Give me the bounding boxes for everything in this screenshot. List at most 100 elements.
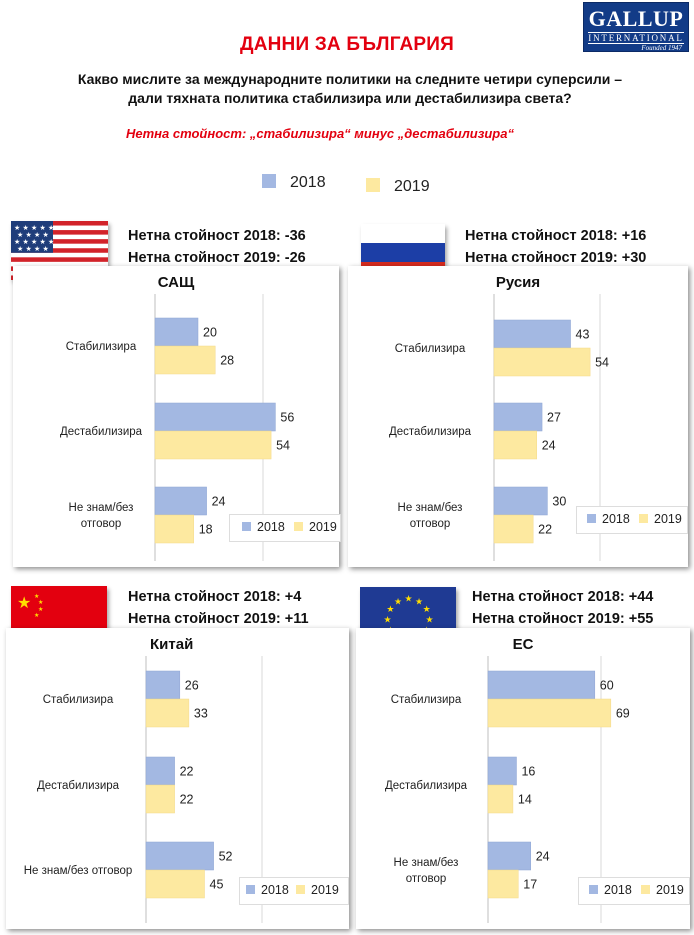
legend-item-2019: 2019: [366, 178, 430, 196]
russia-category-label-1: Дестабилизира: [389, 426, 472, 438]
china-bar-2019-0: [145, 698, 190, 728]
eu-value-label-2019-2: 17: [523, 878, 537, 892]
russia-value-label-2019-1: 24: [542, 439, 556, 453]
logo-founded-text: Founded 1947: [641, 44, 682, 52]
eu-value-label-2019-0: 69: [616, 707, 630, 721]
legend-label-2019: 2019: [394, 178, 430, 195]
eu-net-values: Нетна стойност 2018: +44 Нетна стойност …: [472, 586, 653, 630]
usa-bar-2019-0: [154, 345, 216, 375]
russia-chart-title: Русия: [495, 274, 541, 291]
eu-legend-swatch-2019: [641, 885, 650, 894]
svg-text:★: ★: [34, 612, 39, 619]
usa-value-label-2019-2: 18: [199, 523, 213, 537]
svg-text:★: ★: [38, 606, 43, 613]
russia-legend-2019: 2019: [639, 512, 682, 526]
china-value-label-2018-2: 52: [219, 850, 233, 864]
usa-legend-swatch-2019: [294, 522, 303, 531]
logo-main-text: GALLUP: [588, 6, 684, 31]
china-value-label-2019-1: 22: [180, 793, 194, 807]
eu-bar-2019-1: [487, 784, 514, 814]
eu-legend-label-2018: 2018: [604, 883, 632, 897]
usa-legend-2018: 2018: [242, 520, 285, 534]
usa-legend-swatch-2018: [242, 522, 251, 531]
eu-chart-legend: 2018 2019: [578, 877, 690, 905]
svg-text:★ ★ ★ ★ ★: ★ ★ ★ ★ ★: [14, 224, 54, 232]
usa-bar-2018-0: [154, 317, 199, 347]
china-net-values: Нетна стойност 2018: +4 Нетна стойност 2…: [128, 586, 309, 630]
usa-category-label-2: Не знам/без отговор: [69, 502, 134, 530]
legend-item-2018: 2018: [262, 174, 326, 192]
china-chart-panel: Китай Стабилизира 26 33 Дестабилизира 22 22 Не…: [6, 628, 349, 929]
eu-legend-label-2019: 2019: [656, 883, 684, 897]
russia-category-label-0: Стабилизира: [395, 343, 466, 355]
russia-value-label-2018-1: 27: [547, 411, 561, 425]
russia-net-2018: Нетна стойност 2018: +16: [465, 228, 647, 244]
russia-bar-2019-1: [493, 430, 537, 460]
eu-value-label-2019-1: 14: [518, 793, 532, 807]
svg-text:★: ★: [394, 597, 402, 607]
svg-text:★: ★: [415, 597, 423, 607]
china-chart-legend: 2018 2019: [239, 877, 349, 905]
russia-net-values: Нетна стойност 2018: +16 Нетна стойност …: [465, 225, 646, 269]
usa-chart-panel: САЩ Стабилизира 20 28 Дестабилизира 56 54 Не з…: [13, 266, 341, 567]
russia-bar-2019-2: [493, 514, 534, 544]
russia-bar-2019-0: [493, 347, 591, 377]
usa-net-values: Нетна стойност 2018: -36 Нетна стойност …: [128, 225, 306, 269]
russia-bar-2018-1: [493, 402, 543, 432]
eu-bar-2018-0: [487, 670, 596, 700]
china-bar-2019-2: [145, 869, 205, 899]
china-bar-2018-2: [145, 841, 214, 871]
usa-value-label-2018-1: 56: [280, 411, 294, 425]
eu-value-label-2018-2: 24: [536, 850, 550, 864]
usa-legend-2019: 2019: [294, 520, 337, 534]
china-legend-2019: 2019: [296, 883, 339, 897]
svg-text:★: ★: [34, 593, 39, 600]
china-legend-label-2018: 2018: [261, 883, 289, 897]
eu-legend-swatch-2018: [589, 885, 598, 894]
eu-category-label-0: Стабилизира: [391, 694, 462, 706]
russia-chart-legend: 2018 2019: [576, 506, 688, 534]
usa-bar-2019-2: [154, 514, 194, 544]
china-value-label-2018-1: 22: [180, 765, 194, 779]
china-category-label-1: Дестабилизира: [37, 780, 120, 792]
russia-value-label-2018-0: 43: [576, 328, 590, 342]
svg-text:★: ★: [405, 595, 413, 605]
usa-net-2019: Нетна стойност 2019: -26: [128, 250, 306, 266]
eu-chart-title: ЕС: [512, 636, 534, 653]
russia-value-label-2018-2: 30: [552, 495, 566, 509]
svg-text:★: ★: [17, 593, 31, 612]
china-value-label-2019-0: 33: [194, 707, 208, 721]
russia-legend-swatch-2018: [587, 514, 596, 523]
russia-legend-2018: 2018: [587, 512, 630, 526]
china-value-label-2019-2: 45: [210, 878, 224, 892]
china-bar-2018-0: [145, 670, 181, 700]
china-value-label-2018-0: 26: [185, 679, 199, 693]
usa-category-label-1: Дестабилизира: [60, 426, 143, 438]
usa-net-2018: Нетна стойност 2018: -36: [128, 228, 306, 244]
russia-legend-swatch-2019: [639, 514, 648, 523]
usa-value-label-2019-0: 28: [220, 354, 234, 368]
russia-bar-2018-0: [493, 319, 571, 349]
usa-chart-title: САЩ: [157, 274, 195, 291]
china-legend-swatch-2019: [296, 885, 305, 894]
usa-legend-label-2018: 2018: [257, 520, 285, 534]
eu-bar-2019-0: [487, 698, 612, 728]
gallup-international-logo: GALLUP INTERNATIONAL Founded 1947: [583, 2, 689, 52]
svg-text:★: ★: [426, 616, 434, 626]
china-bar-2019-1: [145, 784, 175, 814]
china-legend-swatch-2018: [246, 885, 255, 894]
svg-text:★ ★ ★ ★ ★: ★ ★ ★ ★ ★: [14, 238, 54, 246]
net-value-subtitle: Нетна стойност: „стабилизира“ минус „дес…: [126, 126, 514, 141]
svg-text:★: ★: [423, 605, 431, 615]
china-net-2019: Нетна стойност 2019: +11: [128, 611, 309, 627]
eu-net-2019: Нетна стойност 2019: +55: [472, 611, 654, 627]
logo-sub-text: INTERNATIONAL: [588, 32, 684, 44]
china-chart-title: Китай: [150, 636, 194, 653]
russia-net-2019: Нетна стойност 2019: +30: [465, 250, 647, 266]
china-category-label-2: Не знам/без отговор: [24, 865, 133, 877]
russia-category-label-2: Не знам/без отговор: [398, 502, 463, 530]
russia-legend-label-2018: 2018: [602, 512, 630, 526]
russia-bar-2018-2: [493, 486, 548, 516]
